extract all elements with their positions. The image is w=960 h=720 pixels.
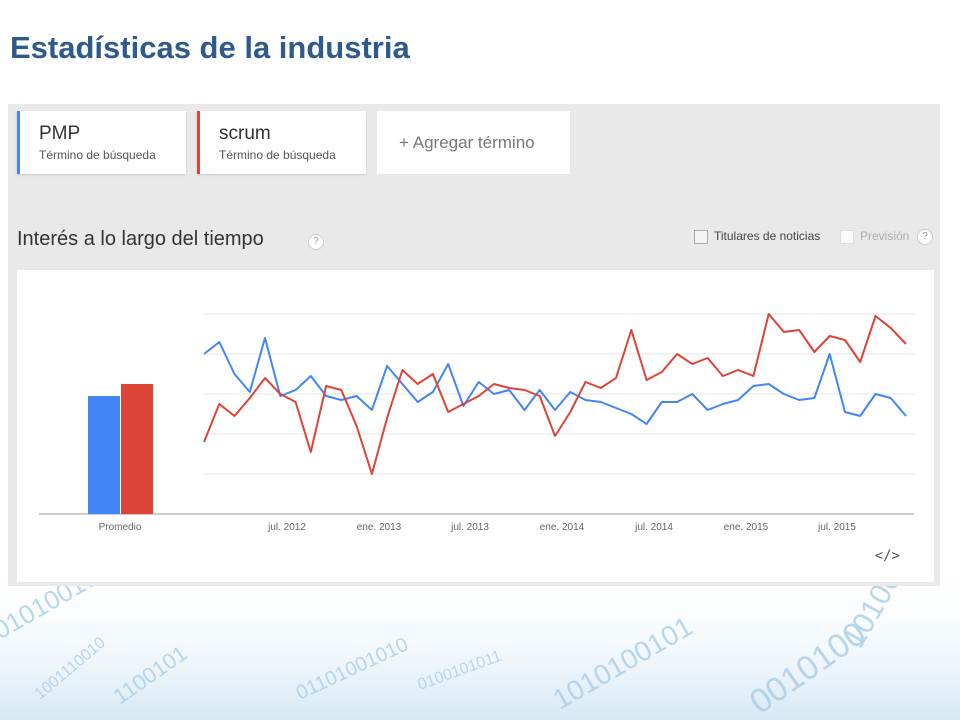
slide-title: Estadísticas de la industria bbox=[10, 30, 410, 65]
term-name: PMP bbox=[39, 123, 81, 144]
x-tick-label: ene. 2015 bbox=[724, 522, 769, 533]
interest-over-time-chart: Promedio jul. 2012 ene. 2013 jul. 2013 ene. … bbox=[39, 313, 914, 533]
section-title: Interés a lo largo del tiempo bbox=[17, 228, 264, 250]
term-subtitle: Término de búsqueda bbox=[219, 148, 336, 162]
news-headlines-label: Titulares de noticias bbox=[714, 229, 821, 243]
forecast-label: Previsión bbox=[860, 229, 910, 243]
x-tick-label: jul. 2012 bbox=[267, 522, 306, 533]
x-tick-label: jul. 2014 bbox=[634, 522, 673, 533]
term-color-bar bbox=[17, 111, 20, 174]
x-tick-label: ene. 2013 bbox=[357, 522, 402, 533]
help-icon[interactable]: ? bbox=[308, 234, 324, 250]
forecast-help-icon[interactable]: ? bbox=[917, 229, 933, 245]
average-bar-scrum bbox=[121, 384, 153, 514]
term-card-scrum[interactable]: scrum Término de búsqueda bbox=[197, 111, 366, 174]
forecast-checkbox[interactable] bbox=[840, 230, 854, 244]
news-headlines-checkbox[interactable] bbox=[694, 230, 708, 244]
average-label: Promedio bbox=[99, 522, 142, 533]
google-trends-panel: PMP Término de búsqueda scrum Término de… bbox=[8, 104, 940, 586]
average-bar-pmp bbox=[88, 396, 120, 514]
series-line-pmp bbox=[203, 337, 907, 425]
add-term-text: Agregar término bbox=[412, 133, 535, 152]
series-line-scrum bbox=[203, 313, 907, 475]
term-card-pmp[interactable]: PMP Término de búsqueda bbox=[17, 111, 186, 174]
chart-card: Promedio jul. 2012 ene. 2013 jul. 2013 ene. … bbox=[17, 270, 934, 582]
term-color-bar bbox=[197, 111, 200, 174]
x-tick-label: jul. 2013 bbox=[450, 522, 489, 533]
term-subtitle: Término de búsqueda bbox=[39, 148, 156, 162]
x-tick-label: ene. 2014 bbox=[540, 522, 585, 533]
add-term-label: + Agregar término bbox=[399, 133, 535, 153]
add-term-button[interactable]: + Agregar término bbox=[377, 111, 570, 174]
term-name: scrum bbox=[219, 123, 271, 144]
embed-code-icon[interactable]: </> bbox=[874, 548, 900, 564]
x-tick-label: jul. 2015 bbox=[817, 522, 856, 533]
plus-icon: + bbox=[399, 133, 409, 152]
